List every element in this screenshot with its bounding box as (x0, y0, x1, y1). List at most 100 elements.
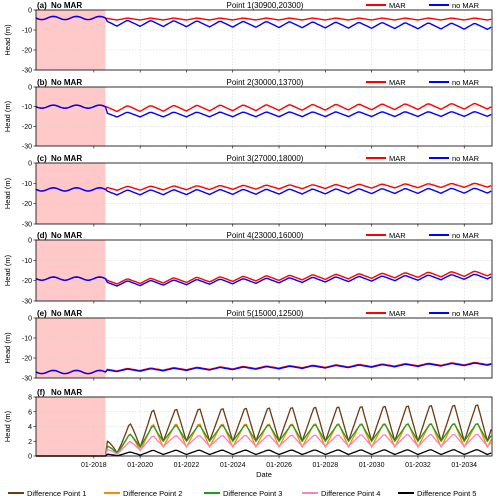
panel-5: 0 -10 -20 -30 Head (m) (e) No MAR Point 5(15000… (3, 309, 493, 383)
series-line-mar (35, 270, 492, 285)
y-tick-label: 0 (28, 8, 32, 15)
x-tick-label: 01-2034 (451, 462, 477, 469)
legend-label: MAR (389, 154, 406, 163)
y-axis-label: Head (m) (3, 177, 12, 209)
series-line-no-mar (35, 273, 492, 287)
panel-2: 0 -10 -20 -30 Head (m) (b) No MAR Point 2(30000… (3, 78, 493, 151)
y-tick-label: -30 (22, 299, 32, 306)
legend-label: no MAR (452, 78, 480, 87)
legend-label: MAR (389, 1, 406, 10)
y-axis-label: Head (m) (3, 24, 12, 56)
plot-frame (35, 317, 493, 379)
x-tick-label: 01-2028 (312, 462, 338, 469)
y-tick-label: -10 (22, 28, 32, 35)
series-line-mar (35, 15, 492, 21)
y-tick-label: 6 (28, 409, 32, 416)
y-tick-label: 0 (28, 454, 32, 461)
plot-frame (35, 162, 493, 225)
x-tick-label: 01-2022 (174, 462, 200, 469)
series-line-no-mar (35, 15, 492, 30)
series-line-no-mar (35, 362, 492, 375)
y-axis-label: Head (m) (3, 254, 12, 286)
y-tick-label: -20 (22, 48, 32, 55)
no-mar-label: No MAR (51, 231, 82, 240)
legend-label: no MAR (452, 231, 480, 240)
panel-label: (f) (37, 388, 45, 397)
no-mar-label: No MAR (51, 309, 82, 318)
y-tick-label: -10 (22, 336, 32, 343)
series-line-difference-point-3 (36, 423, 492, 457)
panel-title: Point 5(15000,12500) (227, 309, 304, 318)
series-line-no-mar (35, 187, 492, 196)
legend-label: MAR (389, 78, 406, 87)
panel-6: 0 2 4 6 8 Head (m) (f) No MAR 01-2018 01-2020 01-2… (3, 388, 493, 498)
y-axis-label: Head (m) (3, 410, 12, 442)
panel-1: 0 -10 -20 -30 Head (m) (a) No MAR Point 1(30900… (3, 1, 493, 75)
plot-frame (35, 239, 493, 302)
no-mar-shade (36, 318, 106, 378)
y-tick-label: -30 (22, 144, 32, 151)
x-axis-label: Date (256, 470, 272, 479)
x-tick-label: 01-2024 (220, 462, 246, 469)
legend-label: Difference Point 4 (321, 489, 380, 498)
y-tick-label: -20 (22, 278, 32, 285)
no-mar-label: No MAR (51, 1, 82, 10)
y-tick-label: 4 (28, 424, 32, 431)
panel-label: (e) (37, 309, 47, 318)
legend-label: MAR (389, 309, 406, 318)
no-mar-label: No MAR (51, 154, 82, 163)
series-line-no-mar (35, 104, 492, 118)
panel-label: (b) (37, 78, 48, 87)
series-line-difference-point-4 (36, 433, 492, 457)
y-tick-label: -30 (22, 376, 32, 383)
series-line-mar (35, 182, 492, 192)
x-tick-label: 01-2018 (81, 462, 107, 469)
series-line-difference-point-5 (36, 449, 492, 457)
panel-title: Point 1(30900,20300) (227, 1, 304, 10)
series-line-mar (35, 102, 492, 113)
no-mar-label: No MAR (51, 388, 82, 397)
y-tick-label: 8 (28, 395, 32, 402)
legend-label: Difference Point 3 (223, 489, 282, 498)
panel-label: (a) (37, 1, 47, 10)
y-tick-label: -20 (22, 201, 32, 208)
no-mar-shade (36, 240, 106, 301)
y-axis-label: Head (m) (3, 332, 12, 364)
no-mar-shade (36, 163, 106, 224)
panel-title: Point 3(27000,18000) (227, 154, 304, 163)
y-tick-label: -30 (22, 68, 32, 75)
legend-label: Difference Point 1 (27, 489, 86, 498)
series-line-difference-point-1 (36, 404, 492, 457)
x-tick-label: 01-2032 (405, 462, 431, 469)
y-tick-label: 0 (28, 238, 32, 245)
y-tick-label: -20 (22, 356, 32, 363)
y-tick-label: 0 (28, 85, 32, 92)
panel-3: 0 -10 -20 -30 Head (m) (c) No MAR Point 3(27000… (3, 154, 493, 229)
y-axis-label: Head (m) (3, 100, 12, 132)
x-tick-label: 01-2020 (127, 462, 153, 469)
x-tick-label: 01-2026 (266, 462, 292, 469)
legend-label: no MAR (452, 1, 480, 10)
plot-frame (35, 9, 493, 71)
no-mar-label: No MAR (51, 78, 82, 87)
x-tick-label: 01-2030 (359, 462, 385, 469)
y-tick-label: 0 (28, 316, 32, 323)
legend-label: no MAR (452, 154, 480, 163)
panel-label: (d) (37, 231, 48, 240)
y-tick-label: 0 (28, 161, 32, 168)
y-tick-label: -10 (22, 258, 32, 265)
y-tick-label: -20 (22, 124, 32, 131)
plot-frame (35, 86, 493, 147)
y-tick-label: 2 (28, 439, 32, 446)
legend-label: Difference Point 2 (123, 489, 182, 498)
y-tick-label: -10 (22, 104, 32, 111)
panel-title: Point 2(30000,13700) (227, 78, 304, 87)
y-tick-label: -30 (22, 222, 32, 229)
panel-title: Point 4(23000,16000) (227, 231, 304, 240)
y-tick-label: -10 (22, 181, 32, 188)
legend-label: MAR (389, 231, 406, 240)
legend-label: Difference Point 5 (417, 489, 476, 498)
legend-label: no MAR (452, 309, 480, 318)
no-mar-shade (36, 87, 106, 146)
